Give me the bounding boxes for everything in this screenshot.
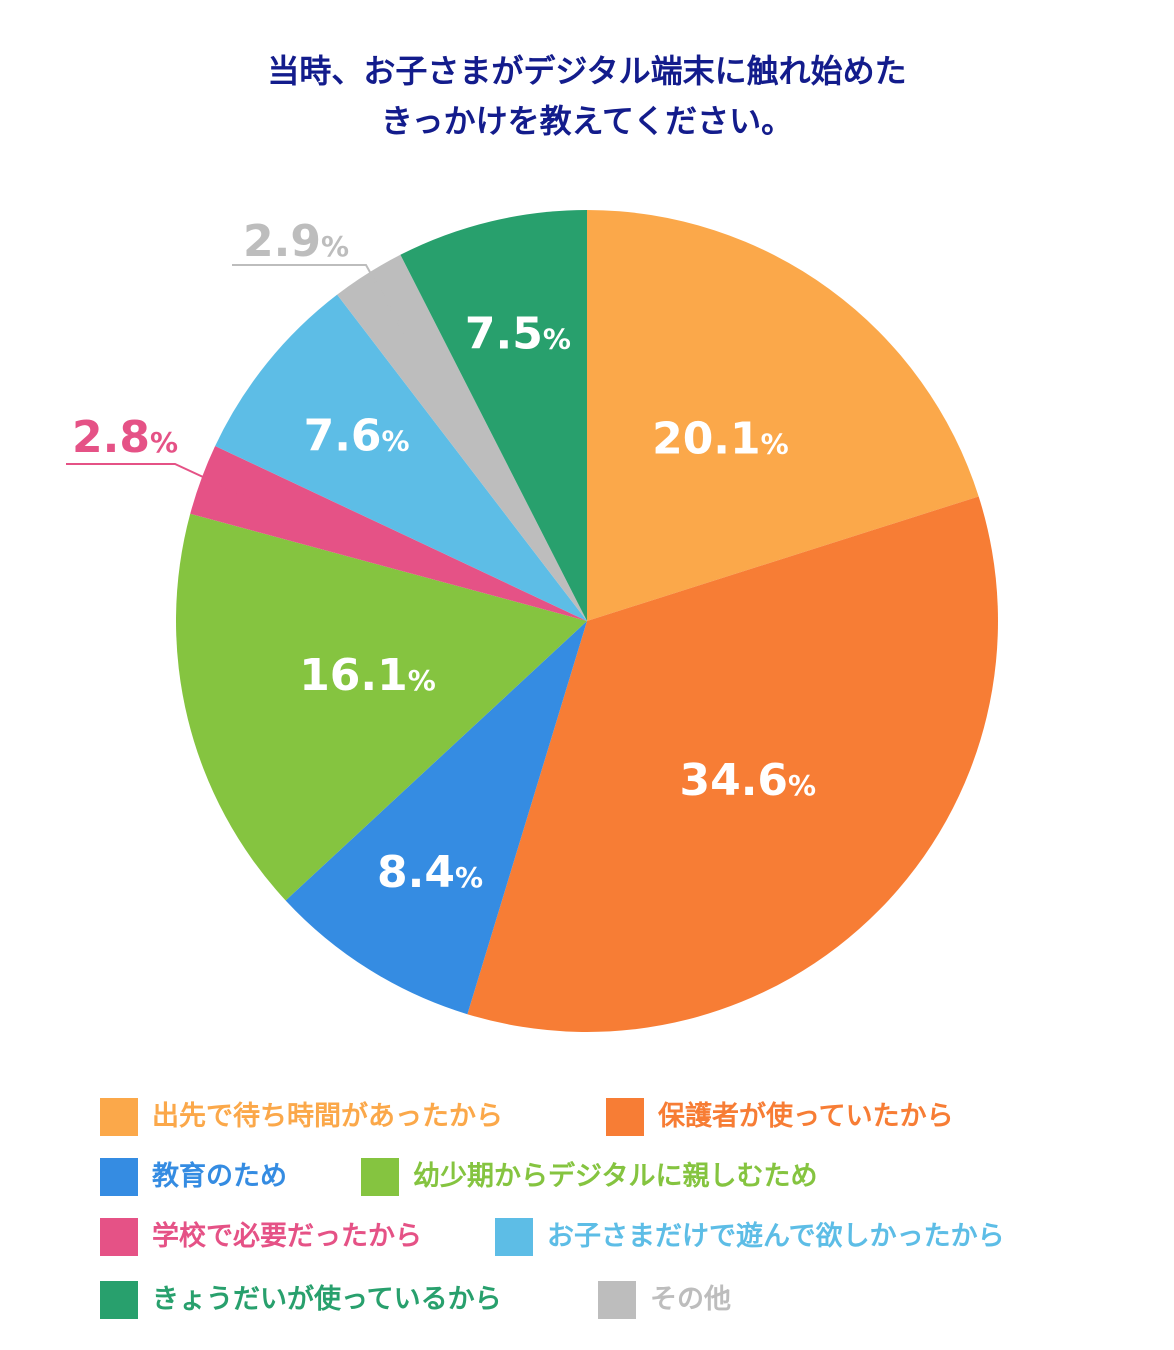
legend-swatch [100, 1098, 138, 1136]
legend-label: 学校で必要だったから [152, 1221, 422, 1252]
legend-item-play-alone: お子さまだけで遊んで欲しかったから [495, 1218, 1005, 1256]
chart-title-line2: きっかけを教えてください。 [380, 102, 794, 140]
pie-slice-6 [215, 294, 587, 621]
legend-label: 保護者が使っていたから [658, 1101, 954, 1132]
pie-slice-7 [337, 254, 587, 622]
legend-label: 出先で待ち時間があったから [152, 1101, 503, 1132]
legend-item-education: 教育のため [100, 1158, 287, 1196]
legend-label: 幼少期からデジタルに親しむため [413, 1161, 818, 1192]
pie-slice-8 [400, 210, 587, 621]
pie-slice-1 [587, 210, 979, 621]
chart-title-line1: 当時、お子さまがデジタル端末に触れ始めた [267, 52, 907, 90]
legend-item-school-required: 学校で必要だったから [100, 1218, 422, 1256]
slice-value-label-7: 2.9% [243, 216, 349, 267]
chart-title: 当時、お子さまがデジタル端末に触れ始めた きっかけを教えてください。 [0, 46, 1174, 146]
legend-label: お子さまだけで遊んで欲しかったから [547, 1221, 1005, 1252]
pie-slice-3 [285, 621, 587, 1015]
slice-value-label-2: 34.6% [679, 755, 816, 806]
leader-line-5 [66, 463, 271, 509]
legend-swatch [100, 1218, 138, 1256]
legend-swatch [100, 1158, 138, 1196]
legend-swatch [495, 1218, 533, 1256]
legend-item-digital-familiarity: 幼少期からデジタルに親しむため [361, 1158, 817, 1196]
legend-label: きょうだいが使っているから [152, 1284, 502, 1315]
pie-slice-4 [176, 513, 587, 901]
pie-slice-2 [467, 496, 998, 1033]
legend-item-other: その他 [598, 1281, 731, 1319]
slice-value-label-3: 8.4% [377, 847, 483, 898]
legend-item-waiting-time: 出先で待ち時間があったから [100, 1098, 503, 1136]
legend-swatch [361, 1158, 399, 1196]
slice-value-label-6: 7.6% [304, 410, 410, 461]
slice-value-label-1: 20.1% [652, 414, 789, 465]
legend-swatch [598, 1281, 636, 1319]
legend-swatch [606, 1098, 644, 1136]
legend-item-guardian-using: 保護者が使っていたから [606, 1098, 954, 1136]
slice-value-label-5: 2.8% [72, 412, 178, 463]
pie-slice-5 [190, 446, 588, 621]
slice-value-label-4: 16.1% [299, 650, 436, 701]
leader-line-7 [232, 264, 408, 339]
legend-label: その他 [650, 1284, 731, 1315]
legend-item-siblings-using: きょうだいが使っているから [100, 1281, 502, 1319]
slice-value-label-8: 7.5% [465, 308, 571, 359]
legend-label: 教育のため [152, 1161, 287, 1192]
legend-swatch [100, 1281, 138, 1319]
